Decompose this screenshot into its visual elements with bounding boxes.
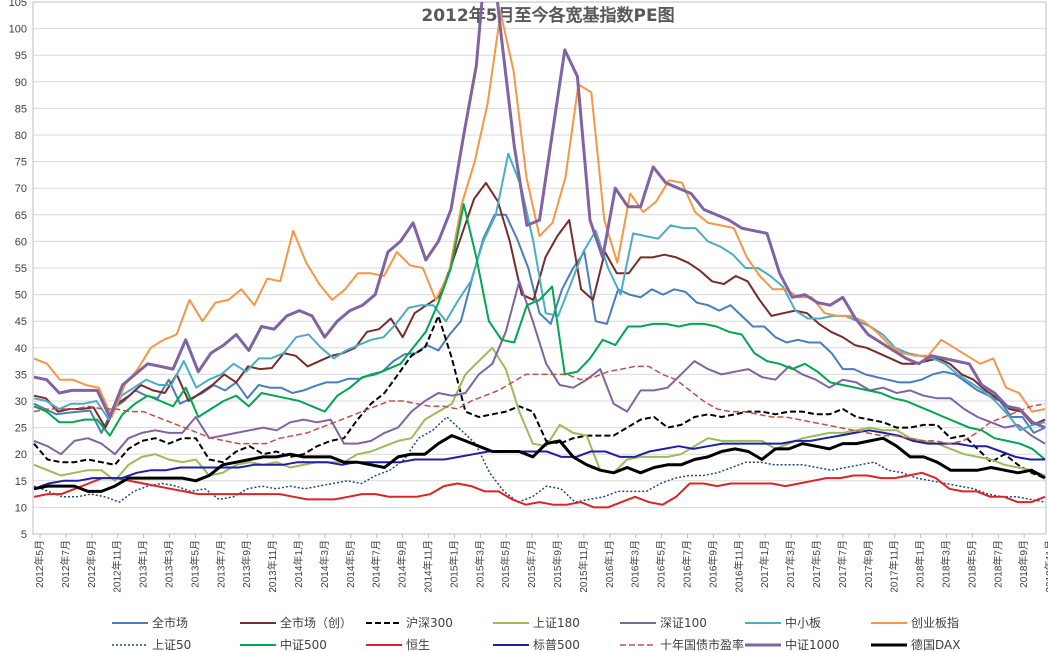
legend-label: 十年国债市盈率 — [660, 637, 744, 652]
x-tick-label: 2018年5月 — [965, 540, 978, 588]
chart-title: 2012年5月至今各宽基指数PE图 — [421, 5, 674, 26]
y-tick-label: 60 — [15, 236, 27, 248]
x-tick-label: 2018年7月 — [991, 540, 1004, 588]
series-line — [33, 280, 1046, 456]
x-tick-label: 2017年1月 — [758, 540, 771, 588]
y-tick-label: 10 — [15, 502, 27, 514]
series-line — [33, 346, 1046, 482]
x-tick-label: 2014年1月 — [292, 540, 305, 588]
series-line — [33, 213, 1046, 434]
series-line — [33, 11, 1046, 418]
x-tick-label: 2018年3月 — [940, 540, 953, 588]
x-tick-label: 2013年5月 — [188, 540, 201, 588]
x-tick-label: 2015年3月 — [473, 540, 486, 588]
x-tick-label: 2013年1月 — [137, 540, 150, 588]
x-tick-label: 2014年7月 — [370, 540, 383, 588]
y-tick-label: 15 — [15, 476, 27, 488]
y-tick-label: 50 — [15, 290, 27, 302]
x-tick-label: 2014年9月 — [396, 540, 409, 588]
gridlines — [32, 1, 1047, 535]
x-tick-label: 2015年11月 — [577, 540, 590, 593]
x-tick-label: 2012年11月 — [111, 540, 124, 593]
y-tick-label: 65 — [15, 210, 27, 222]
x-tick-label: 2016年11月 — [732, 540, 745, 593]
x-tick-label: 2014年11月 — [422, 540, 435, 593]
legend-label: 标普500 — [533, 638, 580, 652]
x-tick-label: 2016年9月 — [706, 540, 719, 588]
x-tick-label: 2016年1月 — [603, 540, 616, 588]
x-tick-label: 2012年7月 — [59, 540, 72, 588]
legend-label: 上证50 — [152, 638, 191, 652]
x-tick-label: 2018年9月 — [1017, 540, 1030, 588]
x-tick-label: 2015年5月 — [499, 540, 512, 588]
legend-label: 沪深300 — [406, 616, 453, 630]
series-lines — [33, 2, 1046, 509]
legend-label: 中证1000 — [785, 637, 840, 652]
x-tick-label: 2013年7月 — [214, 540, 227, 588]
x-tick-label: 2017年11月 — [888, 540, 901, 593]
y-tick-label: 5 — [21, 529, 27, 541]
plot-area — [32, 1, 1047, 535]
legend-label: 德国DAX — [911, 637, 960, 652]
y-tick-label: 20 — [15, 449, 27, 461]
y-tick-label: 95 — [15, 50, 27, 62]
y-tick-label: 80 — [15, 130, 27, 142]
x-tick-label: 2013年9月 — [240, 540, 253, 588]
series-line — [33, 434, 1046, 493]
y-tick-label: 55 — [15, 263, 27, 275]
legend-label: 上证180 — [533, 616, 580, 630]
x-axis-ticks: 2012年5月 2012年7月 2012年9月 2012年11月 2013年1月 2013… — [33, 534, 1048, 593]
y-tick-label: 25 — [15, 423, 27, 435]
x-tick-label: 2014年5月 — [344, 540, 357, 588]
x-tick-label: 2015年1月 — [447, 540, 460, 588]
y-tick-label: 100 — [9, 24, 27, 36]
x-tick-label: 2014年3月 — [318, 540, 331, 588]
legend-label: 全市场 — [152, 615, 188, 630]
legend-label: 创业板指 — [911, 615, 959, 630]
series-line — [33, 2, 1046, 429]
x-tick-label: 2012年9月 — [85, 540, 98, 588]
series-line — [33, 152, 1046, 432]
x-tick-label: 2013年11月 — [266, 540, 279, 593]
series-line — [33, 416, 1046, 503]
x-tick-label: 2012年5月 — [33, 540, 46, 588]
x-tick-label: 2015年9月 — [551, 540, 564, 588]
series-line — [33, 203, 1046, 461]
legend-label: 全市场（创） — [280, 615, 352, 630]
y-tick-label: 30 — [15, 396, 27, 408]
legend-label: 恒生 — [406, 638, 430, 652]
y-tick-label: 105 — [9, 0, 27, 9]
y-tick-label: 70 — [15, 183, 27, 195]
x-tick-label: 2018年1月 — [914, 540, 927, 588]
y-tick-label: 85 — [15, 103, 27, 115]
legend-label: 深证100 — [660, 616, 707, 630]
legend-label: 中证500 — [280, 637, 327, 652]
x-tick-label: 2015年7月 — [525, 540, 538, 588]
x-tick-label: 2017年9月 — [862, 540, 875, 588]
y-tick-label: 40 — [15, 343, 27, 355]
y-tick-label: 45 — [15, 316, 27, 328]
x-tick-label: 2016年3月 — [629, 540, 642, 588]
x-tick-label: 2017年3月 — [784, 540, 797, 588]
y-tick-label: 90 — [15, 77, 27, 89]
x-tick-label: 2013年3月 — [163, 540, 176, 588]
x-tick-label: 2018年11月 — [1043, 540, 1048, 593]
series-line — [33, 471, 1046, 509]
legend-label: 中小板 — [785, 615, 821, 630]
y-axis-ticks: 5 10 15 20 25 30 35 40 45 50 55 60 65 70 75 80 85 90 95 100… — [9, 0, 27, 541]
y-tick-label: 75 — [15, 157, 27, 169]
x-tick-label: 2017年7月 — [836, 540, 849, 588]
series-line — [33, 365, 1046, 445]
y-tick-label: 35 — [15, 369, 27, 381]
x-tick-label: 2016年7月 — [681, 540, 694, 588]
x-tick-label: 2017年5月 — [810, 540, 823, 588]
x-tick-label: 2016年5月 — [655, 540, 668, 588]
series-line — [33, 314, 1046, 480]
